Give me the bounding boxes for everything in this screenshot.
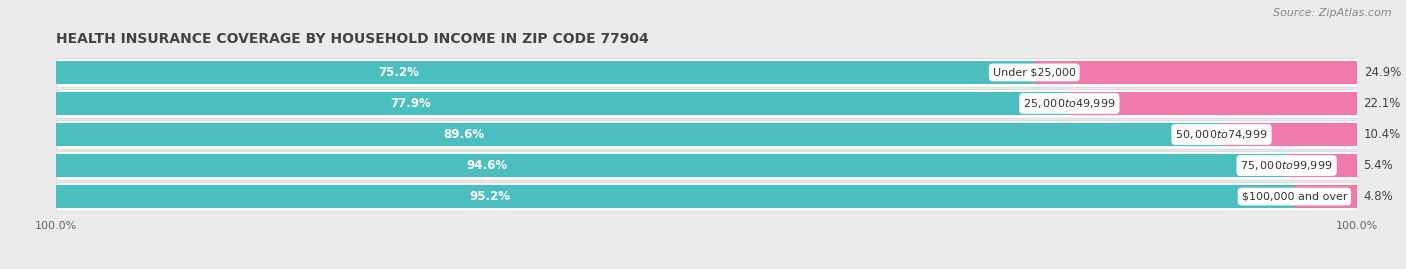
Bar — [56, 92, 1070, 115]
Text: 4.8%: 4.8% — [1364, 190, 1393, 203]
Bar — [56, 61, 1035, 84]
Bar — [56, 89, 1357, 118]
Text: $75,000 to $99,999: $75,000 to $99,999 — [1240, 159, 1333, 172]
Text: Source: ZipAtlas.com: Source: ZipAtlas.com — [1274, 8, 1392, 18]
Bar — [1286, 154, 1357, 177]
Bar — [56, 154, 1286, 177]
Bar — [56, 185, 1295, 208]
Text: 5.4%: 5.4% — [1364, 159, 1393, 172]
Bar — [1222, 123, 1357, 146]
Text: 75.2%: 75.2% — [378, 66, 419, 79]
Text: $100,000 and over: $100,000 and over — [1241, 192, 1347, 201]
Bar — [56, 58, 1357, 87]
Text: Under $25,000: Under $25,000 — [993, 68, 1076, 77]
Text: 89.6%: 89.6% — [443, 128, 485, 141]
Bar — [56, 120, 1357, 149]
Bar — [1070, 92, 1357, 115]
Text: 24.9%: 24.9% — [1365, 66, 1402, 79]
Text: HEALTH INSURANCE COVERAGE BY HOUSEHOLD INCOME IN ZIP CODE 77904: HEALTH INSURANCE COVERAGE BY HOUSEHOLD I… — [56, 32, 650, 46]
Bar — [1295, 185, 1357, 208]
Text: $50,000 to $74,999: $50,000 to $74,999 — [1175, 128, 1268, 141]
Text: 10.4%: 10.4% — [1364, 128, 1400, 141]
Bar — [56, 151, 1357, 180]
Bar — [56, 182, 1357, 211]
Text: 94.6%: 94.6% — [467, 159, 508, 172]
Bar — [56, 123, 1222, 146]
Text: $25,000 to $49,999: $25,000 to $49,999 — [1024, 97, 1115, 110]
Bar — [1035, 61, 1358, 84]
Text: 95.2%: 95.2% — [470, 190, 510, 203]
Text: 77.9%: 77.9% — [391, 97, 432, 110]
Text: 22.1%: 22.1% — [1364, 97, 1400, 110]
